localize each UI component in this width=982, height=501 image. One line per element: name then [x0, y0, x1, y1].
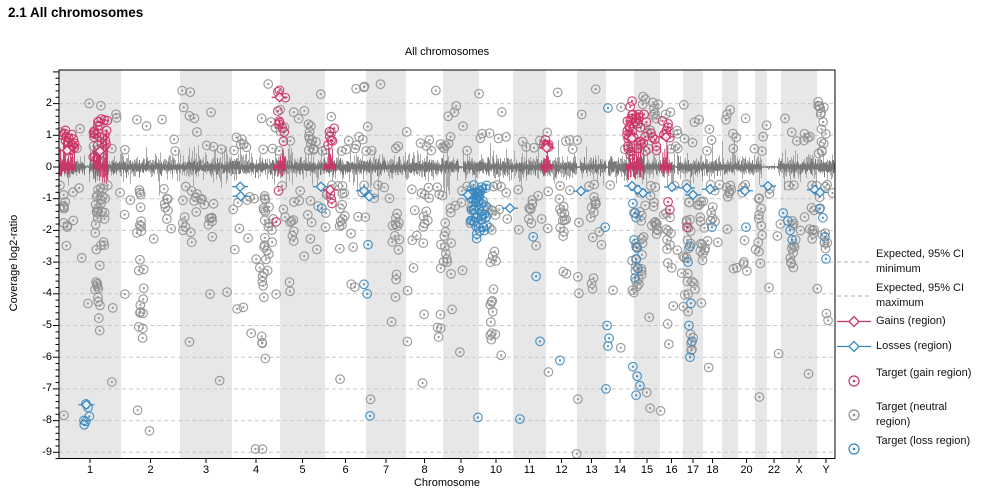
- chart-title: All chromosomes: [404, 46, 490, 58]
- x-tick-label: Y: [822, 463, 830, 476]
- legend-item-label: Expected, 95% CI minimum: [876, 248, 965, 275]
- x-tick-label: 5: [299, 463, 306, 476]
- x-tick-label: 10: [489, 463, 503, 476]
- x-tick-label: 18: [706, 463, 719, 476]
- gain-segment-icon: [837, 315, 871, 328]
- x-tick-label: X: [795, 463, 803, 476]
- legend-item-target-loss: Target (loss region): [836, 434, 982, 464]
- x-tick-label: 13: [585, 463, 598, 476]
- x-tick-label: 14: [613, 463, 627, 476]
- x-axis-label: Chromosome: [413, 477, 481, 489]
- x-tick-label: 22: [767, 463, 781, 476]
- y-tick-label: -3: [42, 255, 52, 268]
- loss-segment-icon: [837, 340, 871, 353]
- y-tick-label: 1: [45, 128, 52, 141]
- legend-item-label: Target (neutral region): [876, 401, 947, 428]
- section-heading: 2.1 All chromosomes: [8, 5, 144, 20]
- y-tick-label: -9: [42, 445, 52, 458]
- y-tick-label: -7: [42, 382, 52, 395]
- legend-item-label: Target (loss region): [876, 435, 971, 447]
- legend-item-expected-ci-maximum: Expected, 95% CI maximum: [836, 281, 982, 311]
- x-tick-label: 7: [382, 463, 390, 476]
- x-tick-label: 1: [86, 463, 94, 476]
- legend-item-gains-region: Gains (region): [836, 314, 982, 329]
- dashed-line-icon: [837, 261, 871, 263]
- x-tick-label: 20: [740, 463, 753, 476]
- neutral-target-icon: [848, 409, 860, 421]
- y-tick-label: 2: [45, 97, 52, 110]
- y-tick-label: -2: [42, 223, 52, 236]
- x-tick-label: 2: [147, 463, 154, 476]
- legend-item-label: Target (gain region): [876, 367, 972, 379]
- dashed-line-icon: [837, 295, 871, 297]
- x-tick-label: 9: [457, 463, 465, 476]
- loss-target-icon: [848, 443, 860, 455]
- x-tick-label: 12: [555, 463, 568, 476]
- y-tick-label: -5: [42, 319, 52, 331]
- x-tick-label: 8: [421, 463, 428, 476]
- x-tick-label: 6: [342, 463, 349, 476]
- x-tick-label: 17: [686, 463, 700, 476]
- legend-item-target-neutral: Target (neutral region): [836, 400, 982, 430]
- legend-item-losses-region: Losses (region): [836, 339, 982, 354]
- y-tick-label: -6: [42, 350, 52, 363]
- x-tick-label: 11: [523, 463, 536, 476]
- legend-item-label: Gains (region): [876, 315, 946, 327]
- y-tick-label: -8: [42, 414, 52, 427]
- y-tick-label: -4: [42, 287, 52, 300]
- x-tick-label: 3: [202, 463, 210, 476]
- legend-item-target-gain: Target (gain region): [836, 366, 982, 396]
- y-tick-label: -1: [42, 192, 52, 205]
- legend-item-label: Expected, 95% CI maximum: [876, 282, 965, 309]
- gain-target-icon: [848, 375, 860, 387]
- legend-item-expected-ci-minimum: Expected, 95% CI minimum: [836, 247, 982, 277]
- legend: Expected, 95% CI minimum Expected, 95% CI…: [836, 0, 982, 501]
- x-tick-label: 15: [640, 463, 654, 476]
- x-tick-label: 16: [665, 463, 678, 476]
- legend-item-label: Losses (region): [876, 340, 952, 352]
- y-tick-label: 0: [45, 160, 52, 173]
- x-tick-label: 4: [252, 463, 260, 476]
